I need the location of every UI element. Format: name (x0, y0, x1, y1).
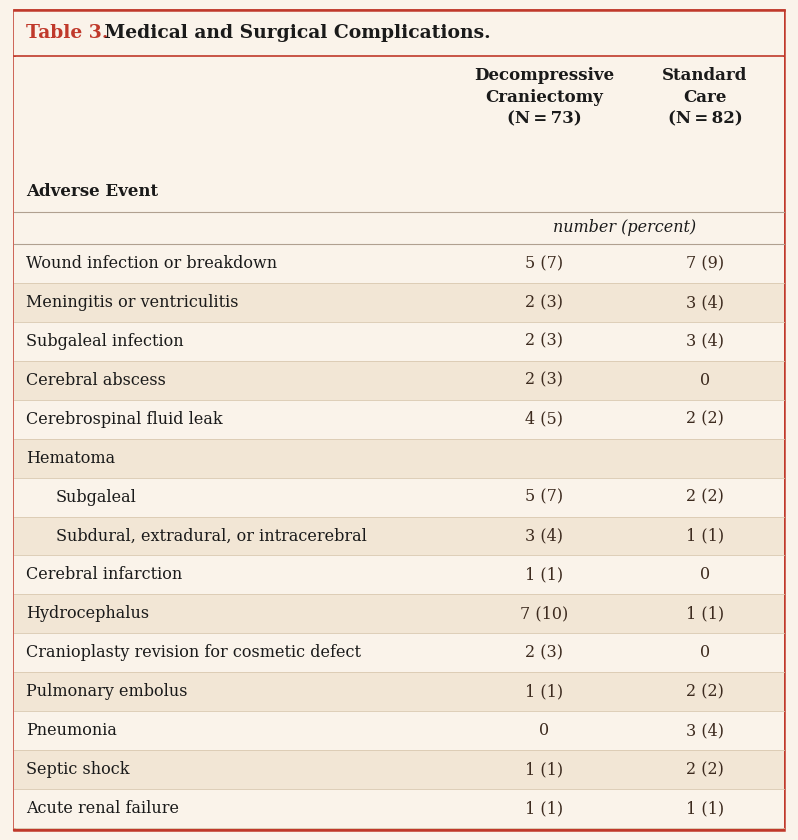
Text: 2 (3): 2 (3) (525, 644, 563, 661)
Text: 0: 0 (539, 722, 549, 739)
Text: Cerebral infarction: Cerebral infarction (26, 566, 182, 584)
Text: 2 (3): 2 (3) (525, 372, 563, 389)
Text: 0: 0 (700, 566, 710, 584)
Bar (14, 595, 784, 633)
Text: Pneumonia: Pneumonia (26, 722, 117, 739)
Text: number (percent): number (percent) (553, 219, 696, 237)
Text: Medical and Surgical Complications.: Medical and Surgical Complications. (98, 24, 491, 42)
Bar (14, 750, 784, 789)
Text: 2 (2): 2 (2) (686, 411, 724, 428)
Text: 3 (4): 3 (4) (525, 528, 563, 544)
Bar (14, 10, 784, 56)
Text: 3 (4): 3 (4) (686, 722, 724, 739)
Bar (14, 672, 784, 711)
Bar (14, 322, 784, 361)
Text: Septic shock: Septic shock (26, 761, 129, 778)
Text: 2 (2): 2 (2) (686, 761, 724, 778)
Text: 1 (1): 1 (1) (525, 800, 563, 817)
Text: 2 (2): 2 (2) (686, 489, 724, 506)
Text: Decompressive
Craniectomy
(N = 73): Decompressive Craniectomy (N = 73) (474, 67, 614, 127)
Text: 3 (4): 3 (4) (686, 294, 724, 311)
Text: 7 (9): 7 (9) (686, 255, 724, 272)
Bar (14, 244, 784, 283)
Text: 0: 0 (700, 644, 710, 661)
Text: 1 (1): 1 (1) (686, 800, 724, 817)
Text: 1 (1): 1 (1) (525, 761, 563, 778)
Bar (14, 789, 784, 828)
Text: 2 (3): 2 (3) (525, 333, 563, 349)
Text: 2 (3): 2 (3) (525, 294, 563, 311)
Text: 2 (2): 2 (2) (686, 683, 724, 701)
Text: Cranioplasty revision for cosmetic defect: Cranioplasty revision for cosmetic defec… (26, 644, 361, 661)
Text: Hydrocephalus: Hydrocephalus (26, 606, 149, 622)
Text: Cerebral abscess: Cerebral abscess (26, 372, 166, 389)
Text: Subgaleal infection: Subgaleal infection (26, 333, 184, 349)
Bar (14, 555, 784, 595)
Text: 1 (1): 1 (1) (525, 683, 563, 701)
Text: Hematoma: Hematoma (26, 449, 115, 467)
Text: 5 (7): 5 (7) (525, 255, 563, 272)
Text: Pulmonary embolus: Pulmonary embolus (26, 683, 188, 701)
Text: 1 (1): 1 (1) (686, 606, 724, 622)
Bar (14, 57, 784, 244)
Bar (14, 517, 784, 555)
Text: 4 (5): 4 (5) (525, 411, 563, 428)
Bar (14, 478, 784, 517)
Text: 1 (1): 1 (1) (525, 566, 563, 584)
Text: Wound infection or breakdown: Wound infection or breakdown (26, 255, 277, 272)
Text: Acute renal failure: Acute renal failure (26, 800, 179, 817)
Text: Subdural, extradural, or intracerebral: Subdural, extradural, or intracerebral (56, 528, 367, 544)
Bar (14, 438, 784, 478)
Text: 0: 0 (700, 372, 710, 389)
Text: Table 3.: Table 3. (26, 24, 109, 42)
Bar (14, 361, 784, 400)
Bar (14, 283, 784, 322)
Text: Cerebrospinal fluid leak: Cerebrospinal fluid leak (26, 411, 223, 428)
Text: 1 (1): 1 (1) (686, 528, 724, 544)
Bar (14, 633, 784, 672)
Text: 3 (4): 3 (4) (686, 333, 724, 349)
Text: Standard
Care
(N = 82): Standard Care (N = 82) (662, 67, 748, 127)
Text: Subgaleal: Subgaleal (56, 489, 137, 506)
Text: 7 (10): 7 (10) (519, 606, 568, 622)
Bar (14, 400, 784, 438)
Text: 5 (7): 5 (7) (525, 489, 563, 506)
Text: Meningitis or ventriculitis: Meningitis or ventriculitis (26, 294, 239, 311)
Text: Adverse Event: Adverse Event (26, 183, 158, 200)
Bar (14, 711, 784, 750)
